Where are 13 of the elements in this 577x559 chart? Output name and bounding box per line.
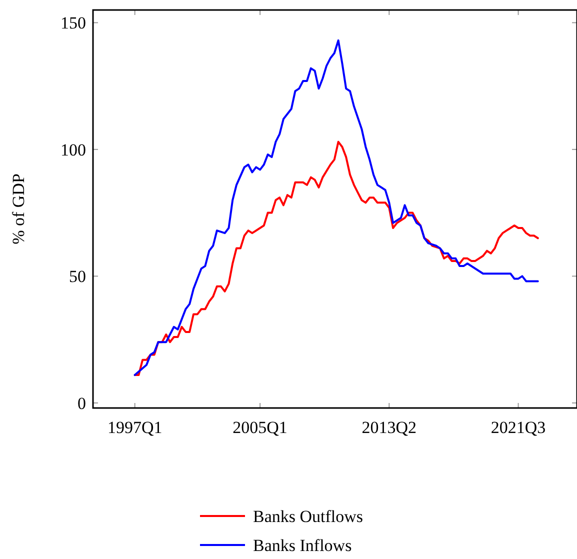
legend-label: Banks Outflows bbox=[253, 507, 364, 526]
y-tick-label: 0 bbox=[78, 394, 86, 413]
x-tick-label: 1997Q1 bbox=[107, 418, 162, 437]
x-tick-label: 2005Q1 bbox=[232, 418, 288, 437]
y-tick-label: 50 bbox=[69, 267, 86, 286]
legend-label: Banks Inflows bbox=[253, 536, 352, 555]
y-axis-title: % of GDP bbox=[9, 174, 28, 244]
y-tick-label: 100 bbox=[60, 140, 86, 160]
line-series bbox=[134, 140, 539, 376]
line-series bbox=[134, 39, 539, 376]
x-tick-label: 2013Q2 bbox=[362, 418, 417, 437]
y-tick-label: 150 bbox=[60, 14, 86, 33]
x-tick-label: 2021Q3 bbox=[490, 418, 546, 437]
